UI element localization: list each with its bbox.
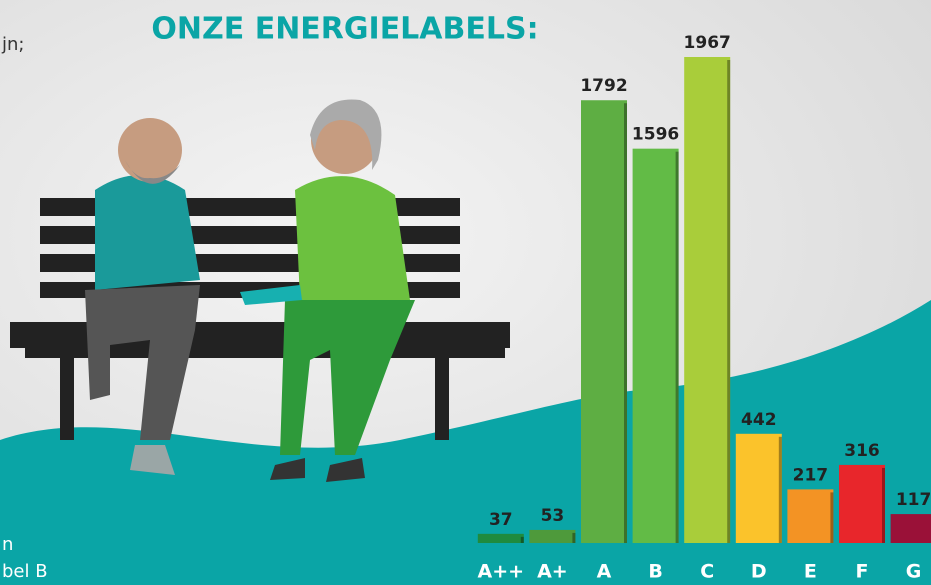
chart-title: ONZE ENERGIELABELS:	[151, 12, 538, 47]
bar	[787, 489, 833, 543]
value-label: 1596	[632, 125, 679, 145]
bar-shadow	[830, 492, 833, 543]
text-fragment: bel B	[2, 561, 48, 582]
value-label: 1967	[684, 33, 731, 53]
x-tick-label: F	[856, 561, 869, 583]
bar-shadow	[521, 537, 524, 543]
chart: ONZE ENERGIELABELS: jn; n bel B 37 A++ 53 A…	[0, 0, 931, 585]
x-tick-label: G	[906, 561, 922, 583]
bar-shadow	[624, 103, 627, 543]
bar	[633, 149, 679, 543]
value-label: 442	[741, 410, 777, 430]
bar	[891, 514, 931, 543]
value-label: 117	[896, 490, 931, 510]
bar-shadow	[676, 152, 679, 543]
infographic: ONZE ENERGIELABELS: jn; n bel B 37 A++ 53 A…	[0, 0, 931, 585]
text-fragment: jn;	[1, 34, 24, 55]
bar	[736, 434, 782, 543]
bar	[581, 100, 627, 543]
bar-shadow	[779, 437, 782, 543]
x-tick-label: A+	[537, 561, 568, 583]
value-label: 217	[793, 465, 829, 485]
text-fragment: n	[2, 534, 13, 555]
x-tick-label: A++	[478, 561, 525, 583]
bar	[478, 534, 524, 543]
value-label: 37	[489, 510, 513, 530]
bar-shadow	[727, 60, 730, 543]
bar	[839, 465, 885, 543]
value-label: 316	[844, 441, 880, 461]
value-label: 53	[541, 506, 565, 526]
x-tick-label: D	[751, 561, 767, 583]
value-label: 1792	[580, 76, 627, 96]
bar	[684, 57, 730, 543]
bar-shadow	[572, 533, 575, 543]
bar	[529, 530, 575, 543]
x-tick-label: A	[597, 561, 612, 583]
bar-shadow	[882, 468, 885, 543]
x-tick-label: B	[648, 561, 662, 583]
x-tick-label: C	[700, 561, 714, 583]
x-tick-label: E	[804, 561, 817, 583]
